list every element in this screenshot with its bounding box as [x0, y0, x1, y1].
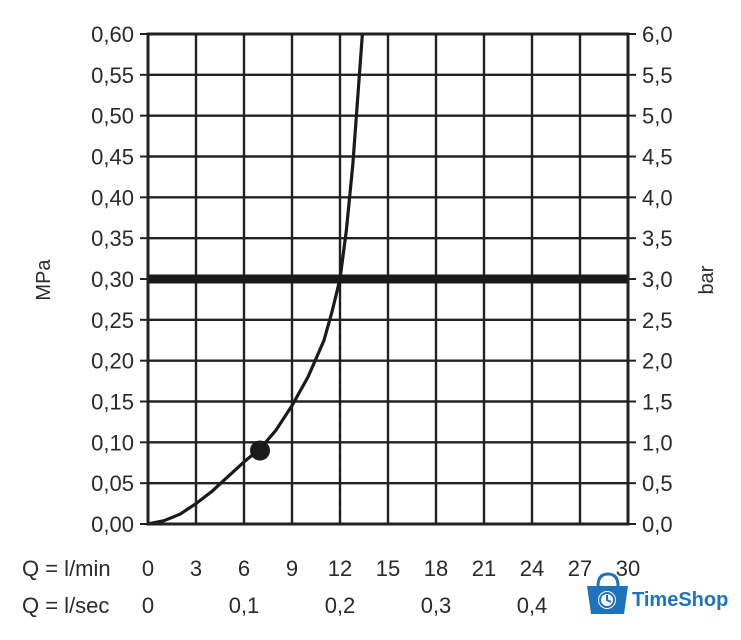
- y-tick-label-right: 2,5: [642, 308, 673, 333]
- y-tick-label-left: 0,00: [91, 512, 134, 537]
- y-tick-label-left: 0,55: [91, 63, 134, 88]
- y-tick-labels-right: 0,0 0,5 1,0 1,5 2,0 2,5 3,0 3,5 4,0 4,5 5,0 5,5 6,0: [642, 22, 673, 537]
- y-tick-label-right: 1,0: [642, 430, 673, 455]
- y-tick-label-right: 0,5: [642, 471, 673, 496]
- series-curve: [146, 32, 364, 526]
- x-tick-label-lsec: 0,1: [229, 593, 260, 618]
- x-tick-label-lsec: 0,4: [517, 593, 548, 618]
- x-tick-label-lmin: 3: [190, 556, 202, 581]
- x-row-label-lsec: Q = l/sec: [22, 593, 109, 618]
- marker-point: [250, 440, 270, 461]
- x-tick-label-lmin: 15: [376, 556, 400, 581]
- y-tick-label-right: 2,0: [642, 349, 673, 374]
- series-line-0: [146, 32, 364, 526]
- y-tick-label-left: 0,45: [91, 145, 134, 170]
- y-tick-label-right: 5,5: [642, 63, 673, 88]
- watermark-text: TimeShop: [632, 589, 728, 611]
- x-row-label-lmin: Q = l/min: [22, 556, 111, 581]
- x-tick-label-lmin: 0: [142, 556, 154, 581]
- x-tick-label-lmin: 6: [238, 556, 250, 581]
- y-tick-label-right: 5,0: [642, 104, 673, 129]
- y-tick-label-left: 0,35: [91, 226, 134, 251]
- y-tick-labels-left: 0,00 0,05 0,10 0,15 0,20 0,25 0,30 0,35 0,40 0,45…: [91, 22, 134, 537]
- x-tick-label-lmin: 21: [472, 556, 496, 581]
- data-marker: [250, 440, 270, 461]
- x-tick-label-lsec: 0,2: [325, 593, 356, 618]
- y-tick-label-left: 0,50: [91, 104, 134, 129]
- x-tick-label-lsec: 0,3: [421, 593, 452, 618]
- x-tick-label-lmin: 24: [520, 556, 544, 581]
- y-axis-label-right: bar: [696, 265, 718, 294]
- x-tick-label-lsec: 0: [142, 593, 154, 618]
- y-tick-label-right: 0,0: [642, 512, 673, 537]
- watermark: TimeShop: [587, 572, 728, 614]
- x-tick-label-lmin: 27: [568, 556, 592, 581]
- y-tick-label-right: 1,5: [642, 390, 673, 415]
- y-tick-label-left: 0,05: [91, 471, 134, 496]
- y-tick-label-right: 4,5: [642, 145, 673, 170]
- y-tick-label-right: 3,0: [642, 267, 673, 292]
- x-tick-label-lmin: 9: [286, 556, 298, 581]
- y-tick-label-left: 0,40: [91, 185, 134, 210]
- x-tick-label-lmin: 18: [424, 556, 448, 581]
- y-tick-label-right: 4,0: [642, 185, 673, 210]
- shopping-bag-clock-icon: [587, 572, 628, 614]
- y-tick-label-left: 0,10: [91, 430, 134, 455]
- x-tick-label-lmin: 30: [616, 556, 640, 581]
- y-tick-label-left: 0,15: [91, 390, 134, 415]
- y-axis-label-left: MPa: [33, 259, 55, 301]
- y-tick-label-left: 0,25: [91, 308, 134, 333]
- y-tick-label-right: 6,0: [642, 22, 673, 47]
- x-tick-labels-lsec: 0 0,1 0,2 0,3 0,4: [142, 593, 547, 618]
- x-tick-label-lmin: 12: [328, 556, 352, 581]
- y-tick-label-left: 0,20: [91, 349, 134, 374]
- plot-frame: [140, 32, 636, 526]
- y-tick-label-left: 0,30: [91, 267, 134, 292]
- y-tick-label-left: 0,60: [91, 22, 134, 47]
- y-tick-label-right: 3,5: [642, 226, 673, 251]
- x-tick-labels-lmin: 0 3 6 9 12 15 18 21 24 27 30: [142, 556, 640, 581]
